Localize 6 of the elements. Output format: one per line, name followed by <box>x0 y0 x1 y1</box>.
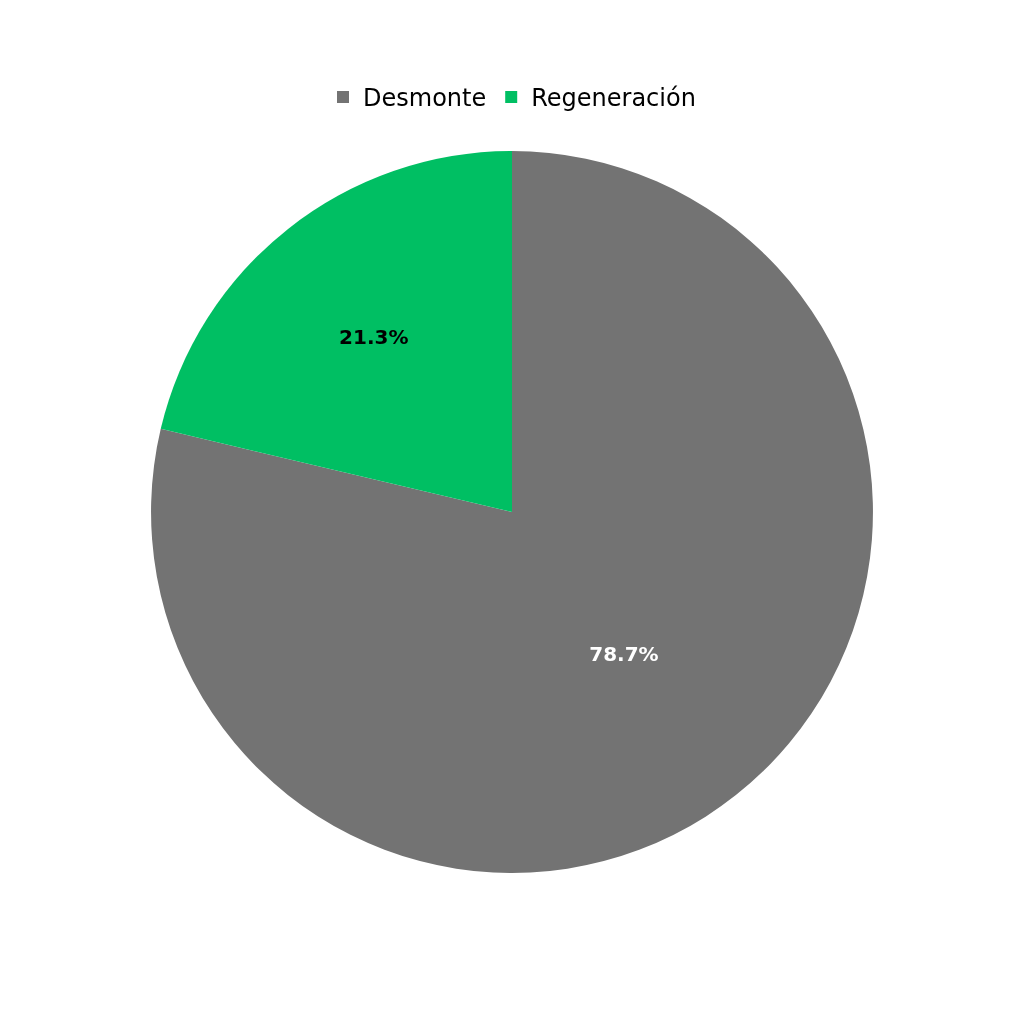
pie-slice <box>160 151 512 512</box>
legend-label: Regeneración <box>531 84 696 113</box>
pie-slice <box>151 151 873 873</box>
legend-label: Desmonte <box>363 84 487 113</box>
data-label: 78.7% <box>589 641 659 666</box>
data-label: 21.3% <box>339 325 409 350</box>
